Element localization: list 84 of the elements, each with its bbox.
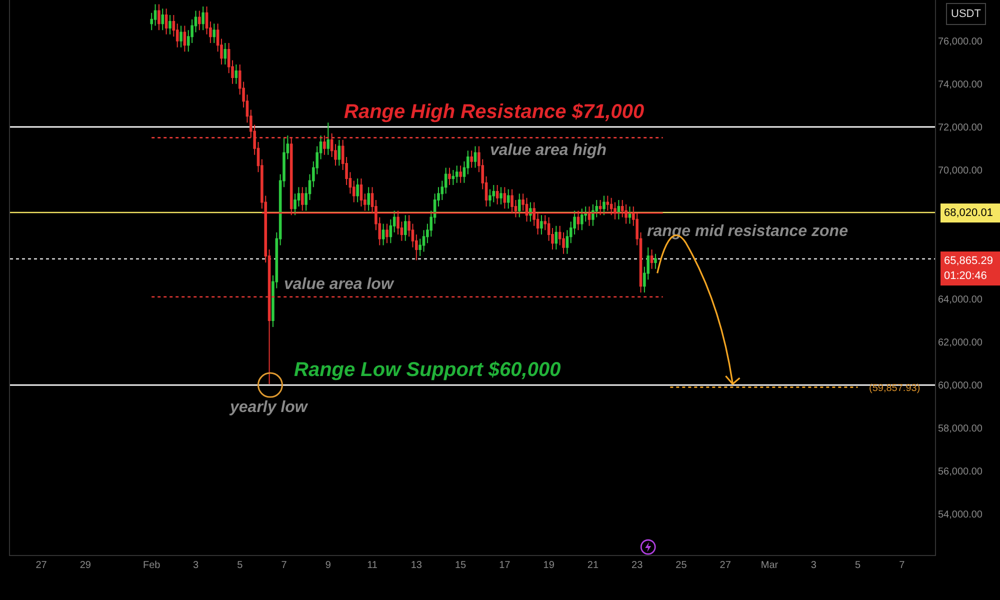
candlestick (212, 23, 216, 44)
x-tick-label: 25 (676, 560, 688, 571)
y-tick-label: 58,000.00 (938, 424, 983, 435)
text: USDT (951, 8, 982, 20)
x-tick-label: 27 (720, 560, 732, 571)
candlestick (518, 193, 521, 218)
x-tick-label: 7 (899, 560, 906, 571)
x-tick-label: 9 (325, 560, 332, 571)
x-tick-label: 27 (36, 560, 48, 571)
y-tick-label: 70,000.00 (938, 165, 983, 176)
candlestick (180, 25, 182, 48)
candlestick (198, 10, 201, 31)
annotation: Range High Resistance $71,000 (344, 101, 644, 123)
x-tick-label: 15 (454, 560, 467, 571)
annotation: value area high (490, 142, 607, 159)
x-tick-label: 17 (499, 560, 511, 571)
x-tick-label: 21 (587, 560, 599, 571)
ref-line-label: 68,020.01 (944, 207, 993, 219)
candlestick (404, 214, 407, 242)
candlestick (602, 195, 606, 216)
x-tick-label: Feb (142, 560, 161, 571)
candlestick (202, 6, 204, 31)
y-tick-label: 62,000.00 (938, 338, 983, 349)
candlestick (234, 64, 238, 84)
candlestick (161, 8, 164, 31)
annotation: Range Low Support $60,000 (294, 359, 561, 381)
y-tick-label: 74,000.00 (938, 79, 983, 90)
candlestick (492, 184, 496, 203)
candlestick (158, 4, 160, 31)
candlestick (382, 223, 385, 246)
x-tick-label: 5 (237, 560, 244, 571)
candlestick (154, 4, 157, 26)
x-tick-label: 3 (192, 560, 199, 571)
candlestick (360, 178, 363, 208)
candlestick (470, 150, 473, 168)
x-tick-label: 13 (410, 560, 422, 571)
candlestick (386, 223, 388, 244)
candlestick (164, 8, 168, 35)
candlestick (459, 165, 462, 184)
y-tick-label: 64,000.00 (938, 294, 983, 306)
candlestick (554, 225, 558, 250)
y-tick-label: 60,000.00 (938, 380, 983, 392)
x-tick-label: 29 (80, 560, 92, 571)
x-tick-label: 5 (854, 560, 861, 571)
candlestick (617, 200, 620, 220)
x-tick-label: 19 (543, 560, 555, 571)
candlestick (183, 25, 186, 52)
y-tick-label: 54,000.00 (938, 510, 983, 521)
candlestick (474, 146, 477, 168)
candlestick (488, 188, 492, 208)
y-tick-label: 76,000.00 (938, 36, 983, 48)
candlestick (654, 253, 657, 270)
candlestick (628, 206, 632, 224)
x-tick-label: Mar (760, 560, 779, 571)
candlestick (224, 42, 227, 66)
candlestick (356, 178, 359, 203)
candlestick (540, 214, 543, 235)
candlestick (580, 208, 584, 231)
candlestick (326, 122, 330, 156)
x-tick-label: 7 (281, 560, 288, 571)
annotation: (59,857.93) (869, 383, 920, 394)
candlestick (529, 202, 532, 222)
candlestick (338, 139, 341, 166)
y-tick-label: 56,000.00 (938, 466, 983, 478)
candlestick (506, 188, 510, 210)
annotation: yearly low (229, 399, 309, 416)
candlestick (503, 186, 506, 210)
x-tick-label: 3 (810, 560, 817, 571)
candlestick (496, 184, 499, 205)
x-tick-label: 11 (367, 560, 378, 571)
text: 01:20:46 (944, 270, 987, 282)
candlestick (592, 204, 594, 226)
candlestick (168, 14, 172, 35)
candlestick (650, 249, 654, 270)
ref-line-label: 65,865.29 (944, 255, 993, 267)
candlestick (452, 169, 455, 186)
y-tick-label: 72,000.00 (938, 122, 983, 134)
candlestick (448, 167, 451, 186)
candlestick (500, 186, 502, 205)
x-tick-label: 23 (632, 560, 644, 571)
candlestick (367, 186, 370, 212)
annotation: value area low (284, 276, 395, 293)
annotation: range mid resistance zone (647, 223, 848, 240)
candlestick (455, 165, 458, 184)
